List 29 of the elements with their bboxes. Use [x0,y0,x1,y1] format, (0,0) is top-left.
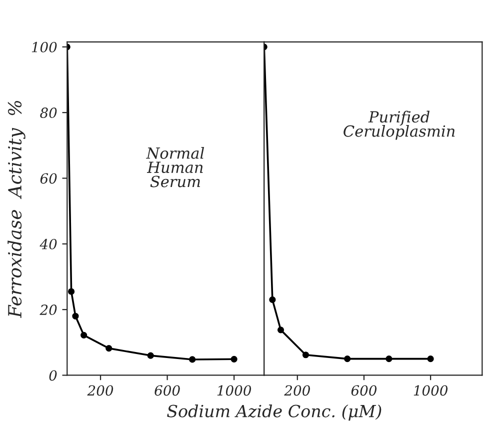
annotation: Purified Ceruloplasmin [344,110,455,140]
x-tick-label: 1000 [217,385,252,396]
point [147,352,154,359]
point [68,288,75,295]
x-tick-label: 200 [284,385,310,396]
y-tick-label: 100 [32,42,57,52]
y-tick-label: 40 [40,238,57,250]
x-axis-title: Sodium Azide Conc. (μM) [167,404,382,421]
point [344,356,351,362]
point [106,345,112,352]
annotation: Normal Human Serum [146,147,204,188]
x-tick-label: 1000 [414,385,448,396]
y-tick-label: 80 [40,108,57,118]
x-tick-label: 600 [351,385,377,396]
y-tick-label: 60 [40,173,57,184]
point [302,352,310,358]
y-tick-label: 20 [40,304,57,316]
x-tick-label: 200 [87,385,114,396]
point [386,356,392,362]
point [72,312,79,320]
y-axis-title: Ferroxidase Activity % [8,100,26,318]
x-tick-label: 600 [154,385,180,396]
point [277,326,284,334]
point [230,356,238,362]
point [427,356,434,362]
y-tick-label: 0 [49,370,57,381]
point [189,356,196,363]
point [80,332,88,338]
point [269,296,276,304]
